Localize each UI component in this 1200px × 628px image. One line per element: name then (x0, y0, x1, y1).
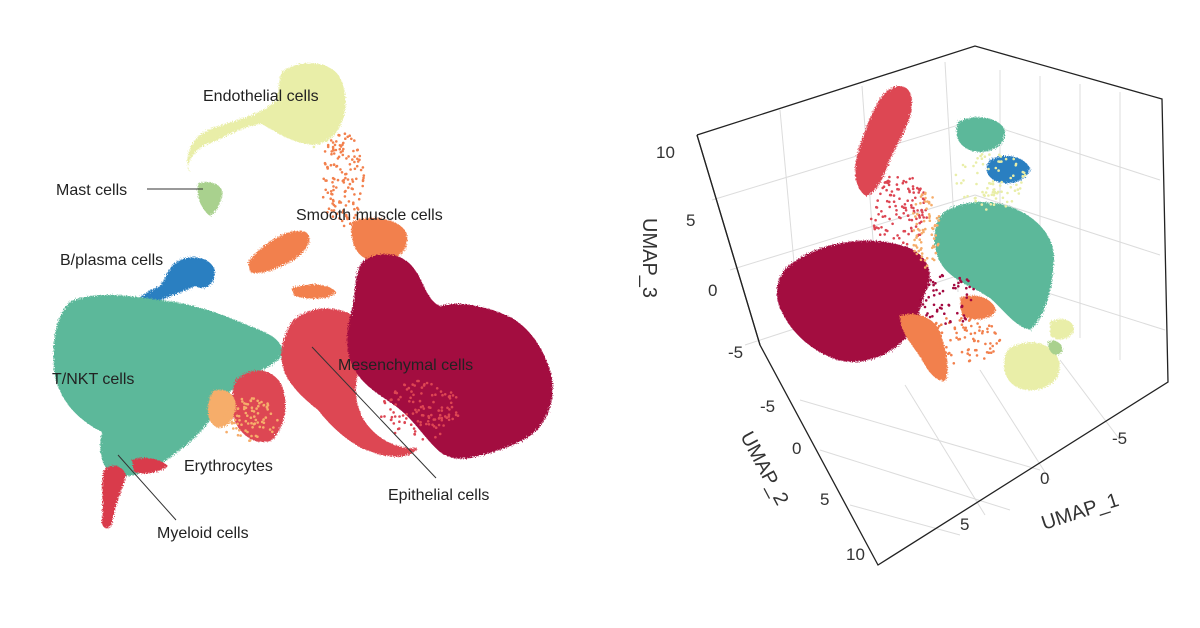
erythrocytes-points (220, 397, 279, 443)
y-axis-label: UMAP_2 (736, 428, 793, 509)
erythrocytes-3d-points (912, 191, 941, 269)
epithelial-3d-cluster (855, 85, 912, 196)
plot-frame (696, 45, 1169, 566)
smooth-muscle-label: Smooth muscle cells (296, 207, 443, 224)
mast-cluster (197, 182, 223, 216)
z-tick-0: 0 (708, 281, 717, 300)
z-tick-5: 5 (686, 211, 695, 230)
y-tick-0: 0 (792, 439, 801, 458)
smooth-muscle-streak (321, 132, 366, 228)
b-plasma-label: B/plasma cells (60, 252, 163, 269)
myeloid-label: Myeloid cells (157, 525, 249, 542)
mast-3d-cluster (1048, 340, 1063, 355)
y-tick-neg5: -5 (760, 397, 775, 416)
x-tick-5: 5 (960, 515, 969, 534)
epithelial-3d-streak (869, 175, 928, 246)
smooth-muscle-cluster (248, 217, 408, 299)
myeloid-leader-line (117, 454, 177, 521)
epithelial-label: Epithelial cells (388, 487, 489, 504)
mast-label: Mast cells (56, 182, 127, 199)
mesenchymal-cluster (347, 254, 553, 459)
smooth-muscle-3d-points (920, 316, 1002, 365)
b-plasma-cluster (136, 257, 215, 308)
x-tick-0: 0 (1040, 469, 1049, 488)
t-nkt-label: T/NKT cells (52, 371, 134, 388)
myeloid-cluster (101, 458, 168, 529)
y-tick-5: 5 (820, 490, 829, 509)
mesenchymal-3d-cluster (776, 240, 930, 362)
grid-lines (711, 61, 1166, 536)
endothelial-3d-cluster (1004, 319, 1074, 391)
epithelial-leader-line (311, 346, 437, 479)
umap-3d-plot: 10 5 0 -5 UMAP_3 -5 0 5 10 UMAP_2 -5 0 5… (638, 45, 1169, 566)
endothelial-3d-points (954, 153, 1027, 211)
y-tick-10: 10 (846, 545, 865, 564)
t-nkt-cluster (53, 294, 283, 477)
endothelial-streak (306, 90, 330, 149)
umap-2d-plot: Endothelial cells Mast cells Smooth musc… (52, 63, 553, 542)
x-axis-label: UMAP_1 (1039, 489, 1122, 535)
z-axis-label: UMAP_3 (638, 218, 660, 298)
mesenchymal-label: Mesenchymal cells (338, 357, 473, 374)
erythrocytes-label: Erythrocytes (184, 458, 273, 475)
epithelial-points (380, 379, 460, 441)
erythrocytes-cluster (207, 389, 236, 428)
t-nkt-3d-cluster (934, 117, 1055, 330)
z-tick-neg5: -5 (728, 343, 743, 362)
z-tick-10: 10 (656, 143, 675, 162)
x-tick-neg5: -5 (1112, 429, 1127, 448)
mesenchymal-3d-points (919, 273, 975, 325)
b-plasma-3d-cluster (986, 155, 1030, 184)
endothelial-label: Endothelial cells (203, 88, 319, 105)
endothelial-cluster (187, 63, 346, 172)
